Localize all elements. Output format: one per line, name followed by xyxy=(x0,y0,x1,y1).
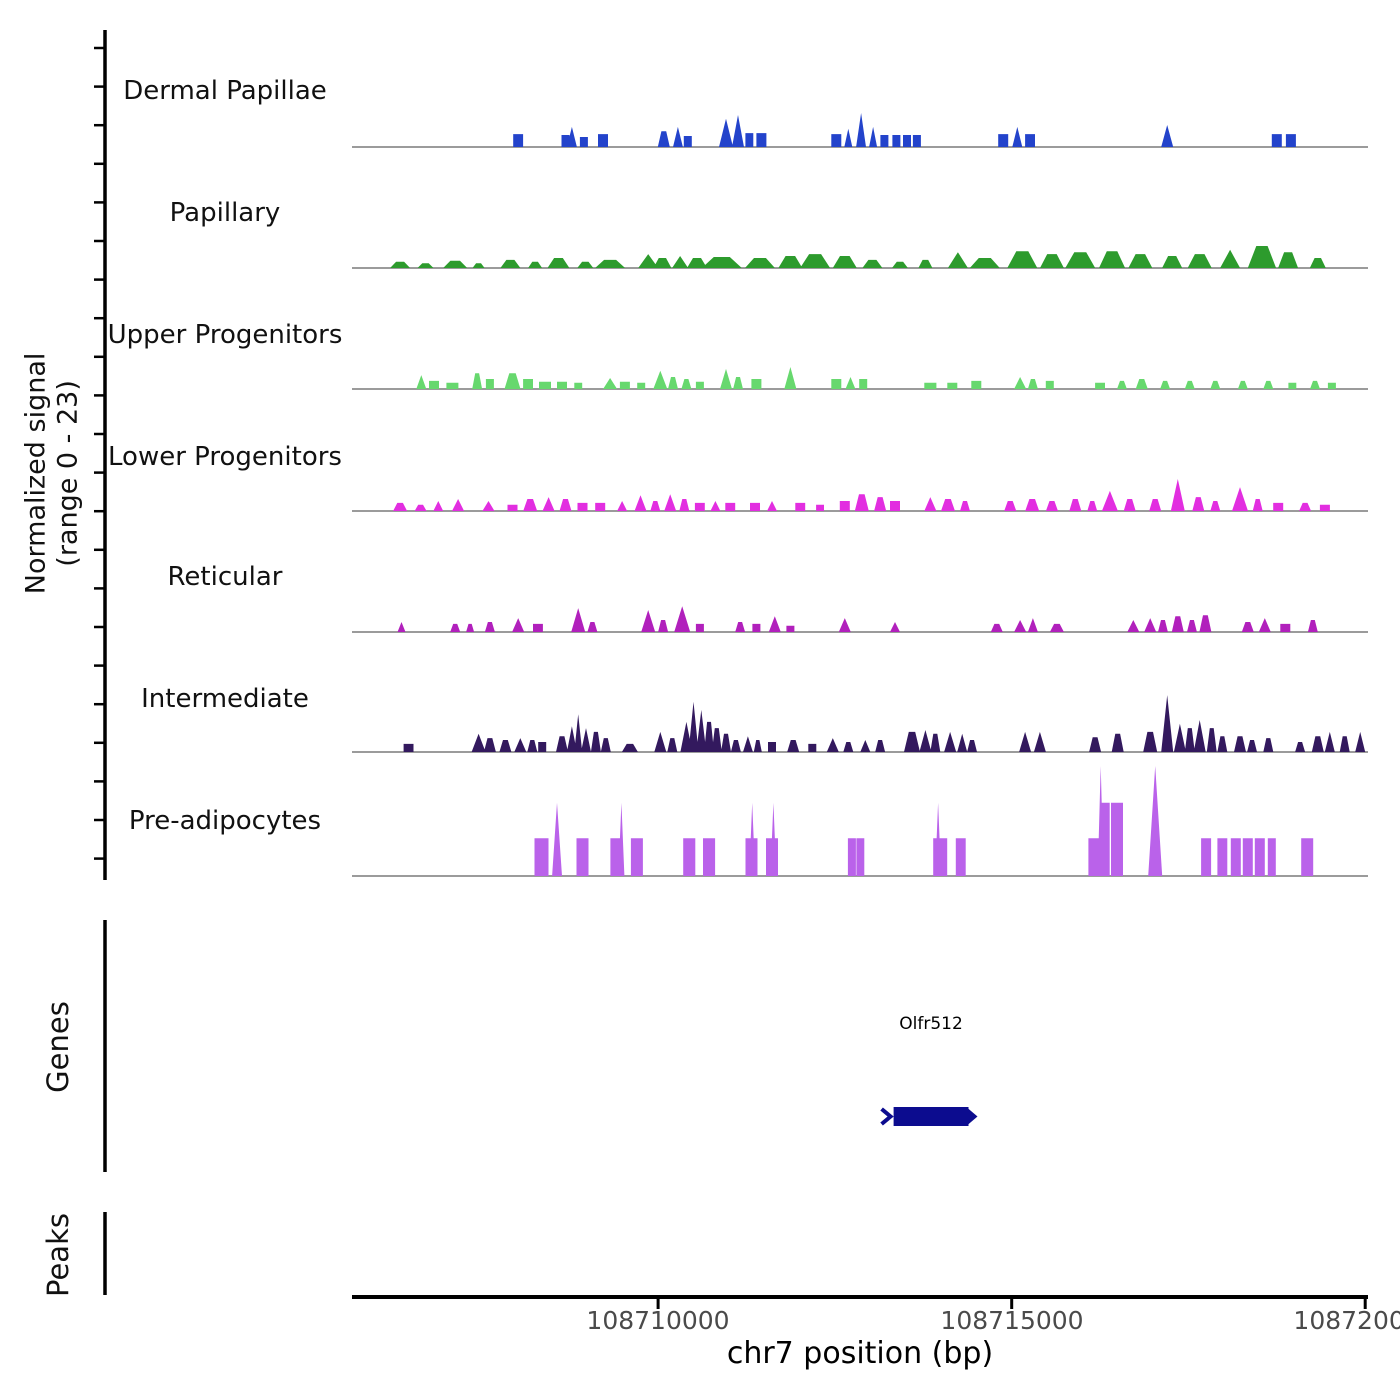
peaks-section-label: Peaks xyxy=(41,1213,75,1297)
signal-area-papillary xyxy=(390,246,1326,268)
x-axis-title: chr7 position (bp) xyxy=(726,1336,994,1371)
track-label-reticular: Reticular xyxy=(167,562,283,592)
track-label-intermediate: Intermediate xyxy=(141,684,309,714)
track-label-pre-adipocytes: Pre-adipocytes xyxy=(128,806,322,836)
track-label-dermal-papillae: Dermal Papillae xyxy=(123,76,327,106)
track-label-upper-progenitors: Upper Progenitors xyxy=(107,320,343,350)
track-label-lower-progenitors: Lower Progenitors xyxy=(108,442,342,472)
y-axis-label-line1: Normalized signal xyxy=(20,352,52,595)
gene-body-olfr512 xyxy=(893,1107,969,1126)
x-tick-label-108720000: 108720000 xyxy=(1293,1306,1400,1335)
signal-area-lower-progenitors xyxy=(393,479,1330,511)
track-label-papillary: Papillary xyxy=(169,198,281,228)
y-axis-label-line2: (range 0 - 23) xyxy=(53,380,84,567)
gene-arrow-tip xyxy=(967,1108,978,1125)
signal-area-upper-progenitors xyxy=(416,367,1336,389)
gene-strand-chevron xyxy=(880,1107,894,1126)
signal-area-pre-adipocytes xyxy=(534,766,1314,876)
gene-name-olfr512: Olfr512 xyxy=(899,1014,963,1034)
y-axis-label: Normalized signal (range 0 - 23) xyxy=(21,163,86,783)
genes-section-label: Genes xyxy=(41,1001,75,1093)
signal-area-dermal-papillae xyxy=(513,113,1296,147)
signal-area-reticular xyxy=(397,606,1318,632)
signal-area-intermediate xyxy=(403,695,1366,752)
x-tick-label-108715000: 108715000 xyxy=(940,1306,1084,1335)
x-tick-label-108710000: 108710000 xyxy=(586,1306,730,1335)
